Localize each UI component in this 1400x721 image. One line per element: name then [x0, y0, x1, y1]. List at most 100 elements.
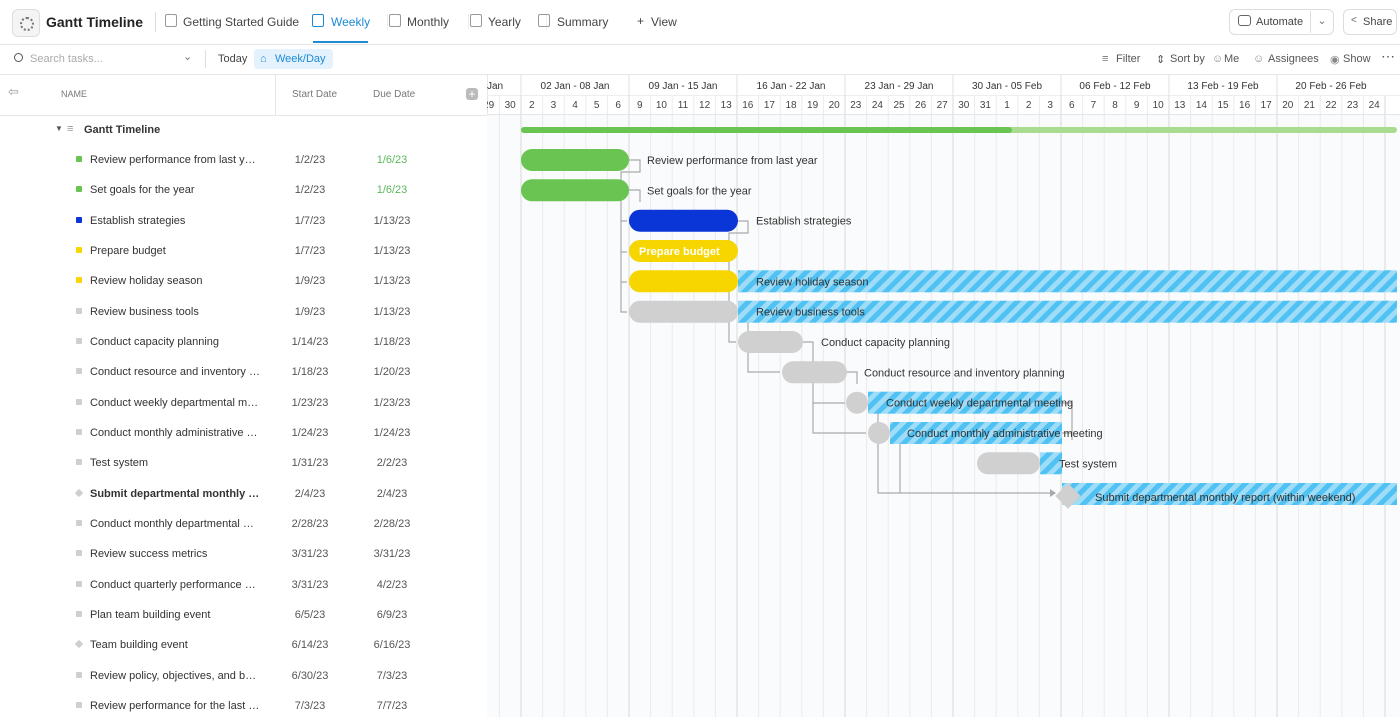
day-label: 2	[1026, 100, 1032, 111]
day-label: 3	[1047, 100, 1053, 111]
start-date: 6/30/23	[291, 669, 329, 682]
task-point[interactable]	[846, 391, 868, 414]
status-marker	[76, 550, 82, 557]
divider	[468, 14, 469, 30]
task-point[interactable]	[868, 422, 890, 444]
me-button[interactable]: Me	[1224, 53, 1240, 65]
day-label: 3	[551, 100, 557, 111]
task-bar[interactable]	[521, 149, 629, 171]
task-name: Review performance for the last 6 ...	[90, 699, 260, 712]
bar-label: Establish strategies	[756, 216, 852, 228]
task-row[interactable]: Conduct weekly departmental meeting 1/23/…	[0, 388, 487, 418]
task-row[interactable]: Test system 1/31/23 2/2/23	[0, 448, 487, 478]
tab[interactable]: Getting Started Guide	[183, 15, 300, 29]
day-label: 2	[529, 100, 535, 111]
task-bar[interactable]	[738, 331, 803, 353]
task-row[interactable]: Plan team building event 6/5/23 6/9/23	[0, 600, 487, 630]
status-marker	[76, 519, 82, 526]
search-chevron[interactable]: ⌄	[183, 51, 193, 63]
search-input[interactable]: Search tasks...	[30, 53, 103, 65]
sort-button[interactable]: Sort by	[1170, 53, 1205, 65]
status-marker	[76, 398, 82, 405]
tab[interactable]: Monthly	[407, 15, 450, 29]
task-row[interactable]: Review business tools 1/9/23 1/13/23	[0, 297, 487, 327]
bar-label: Prepare budget	[639, 246, 720, 258]
week-label: 02 Jan - 08 Jan	[541, 81, 610, 92]
start-date: 6/5/23	[294, 608, 326, 621]
bar-label: Conduct resource and inventory planning	[864, 367, 1065, 379]
collapse-icon[interactable]: ⇦	[8, 84, 19, 99]
due-date: 2/4/23	[376, 487, 408, 500]
bar-label: Conduct weekly departmental meeting	[886, 398, 1073, 410]
show-button[interactable]: Show	[1343, 53, 1371, 65]
task-row[interactable]: Review performance from last year 1/2/23 1…	[0, 145, 487, 175]
add-view-icon[interactable]: +	[637, 14, 645, 28]
task-row[interactable]: Submit departmental monthly report (with…	[0, 479, 487, 509]
day-label: 12	[699, 100, 711, 111]
task-name: Establish strategies	[90, 214, 186, 227]
start-date: 1/9/23	[294, 275, 326, 288]
status-marker	[76, 156, 82, 162]
share-button[interactable]: < Share	[1343, 9, 1397, 35]
day-label: 13	[1174, 100, 1186, 111]
automate-button[interactable]: Automate ⌄	[1229, 9, 1334, 35]
status-marker	[76, 216, 82, 223]
start-date: 1/24/23	[291, 426, 329, 439]
task-bar[interactable]	[977, 452, 1040, 475]
top-bar	[0, 0, 1400, 45]
day-label: 14	[1196, 100, 1208, 111]
task-bar[interactable]	[629, 270, 738, 293]
task-row[interactable]: Set goals for the year 1/2/23 1/6/23	[0, 175, 487, 205]
add-view[interactable]: View	[651, 15, 677, 29]
task-row[interactable]: Conduct resource and inventory planning 1…	[0, 357, 487, 387]
toolbar	[0, 44, 1400, 75]
task-row[interactable]: Establish strategies 1/7/23 1/13/23	[0, 206, 487, 236]
status-marker	[76, 671, 82, 678]
today-button[interactable]: Today	[218, 53, 248, 65]
assignees-button[interactable]: Assignees	[1268, 53, 1319, 65]
task-row[interactable]: Review performance for the last 6 ... 7/3…	[0, 691, 487, 721]
due-date: 1/13/23	[373, 214, 411, 227]
day-label: 9	[1134, 100, 1140, 111]
task-row[interactable]: Team building event 6/14/23 6/16/23	[0, 630, 487, 660]
task-row[interactable]: Review success metrics 3/31/23 3/31/23	[0, 539, 487, 569]
start-date: 1/18/23	[291, 366, 329, 379]
week-day-button[interactable]	[254, 49, 333, 69]
day-label: 6	[615, 100, 621, 111]
bar-label: Test system	[1059, 458, 1117, 470]
task-row[interactable]: Review policy, objectives, and busi... 6/…	[0, 661, 487, 691]
task-bar[interactable]	[629, 240, 738, 262]
group-caret[interactable]: ▼	[55, 124, 63, 133]
start-date: 1/31/23	[291, 457, 329, 470]
task-row[interactable]: Review holiday season 1/9/23 1/13/23	[0, 266, 487, 296]
task-bar[interactable]	[629, 300, 738, 323]
task-bar[interactable]	[521, 179, 629, 202]
task-bar[interactable]	[629, 209, 738, 232]
add-column[interactable]: +	[466, 88, 478, 100]
day-label: 4	[572, 100, 578, 111]
day-label: 20	[1282, 100, 1294, 111]
tab-icon	[312, 14, 324, 27]
task-row[interactable]: Conduct capacity planning 1/14/23 1/18/23	[0, 327, 487, 357]
more-button[interactable]: ⋯	[1381, 48, 1395, 64]
task-row[interactable]: Conduct quarterly performance m... 3/31/2…	[0, 570, 487, 600]
task-row[interactable]: Conduct monthly administrative meeting 1/…	[0, 418, 487, 448]
filter-icon: ≡	[1102, 53, 1109, 65]
tab[interactable]: Summary	[557, 15, 609, 29]
tab[interactable]: Weekly	[331, 15, 371, 29]
task-row[interactable]: Conduct monthly departmental m... 2/28/23…	[0, 509, 487, 539]
day-label: 18	[785, 100, 797, 111]
task-row[interactable]: Prepare budget 1/7/23 1/13/23	[0, 236, 487, 266]
status-marker	[76, 580, 82, 587]
tab[interactable]: Yearly	[488, 15, 521, 29]
day-label: 26	[915, 100, 927, 111]
filter-button[interactable]: Filter	[1116, 53, 1141, 65]
app-icon[interactable]	[12, 9, 40, 37]
task-name: Conduct quarterly performance m...	[90, 578, 260, 591]
arrow-head	[1050, 489, 1056, 497]
status-marker	[76, 610, 82, 617]
timeline: 2930234569101112131617181920232425262730…	[487, 75, 1400, 717]
bar-label: Review business tools	[756, 307, 865, 319]
day-label: 9	[637, 100, 643, 111]
task-bar[interactable]	[782, 361, 847, 384]
